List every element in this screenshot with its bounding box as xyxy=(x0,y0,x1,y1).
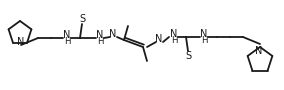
Text: S: S xyxy=(185,51,191,61)
Text: H: H xyxy=(97,37,103,46)
Text: H: H xyxy=(201,36,207,45)
Text: N: N xyxy=(155,33,163,43)
Text: H: H xyxy=(171,36,177,45)
Text: S: S xyxy=(79,14,85,24)
Text: N: N xyxy=(63,30,71,40)
Text: N: N xyxy=(255,46,263,56)
Text: N: N xyxy=(200,29,208,39)
Text: N: N xyxy=(170,29,178,39)
Text: H: H xyxy=(64,37,70,46)
Text: N: N xyxy=(109,29,117,39)
Text: N: N xyxy=(96,30,104,40)
Text: N: N xyxy=(17,37,25,47)
